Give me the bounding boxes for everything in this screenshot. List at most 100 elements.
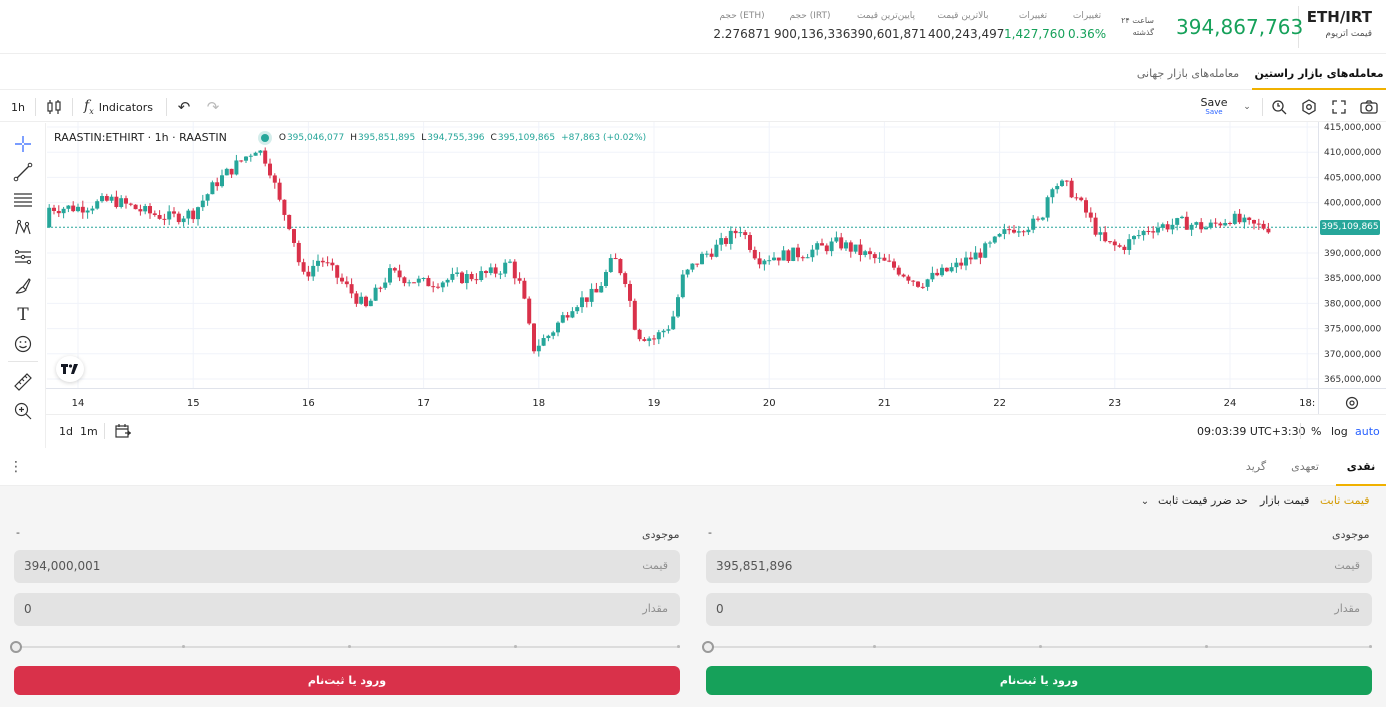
indicators-button[interactable]: fx Indicators [84,97,153,117]
more-options-icon[interactable]: ⋮ [9,459,23,475]
candle-body [1218,223,1223,226]
scale-settings-icon[interactable] [1344,395,1360,411]
candle-body [896,267,901,275]
clock-timezone[interactable]: 09:03:39 UTC+3:30 [1197,425,1306,438]
undo-icon[interactable]: ↶ [177,98,191,116]
tab-raastin-market[interactable]: معامله‌های بازار راستین [1252,56,1386,90]
zoom-in-icon[interactable] [12,401,34,421]
log-scale-button[interactable]: log [1331,425,1348,438]
candle-body [1012,229,1016,233]
candle-body [71,205,76,212]
candle-body [834,237,839,242]
buy-login-button[interactable]: ورود یا ثبت‌نام [706,666,1372,695]
buy-slider-handle[interactable] [702,641,714,653]
camera-icon[interactable] [1359,98,1379,116]
tab-grid[interactable]: گرید [1245,460,1267,473]
pattern-icon[interactable] [12,218,34,238]
candle-body [61,208,66,214]
x-axis[interactable]: 14 15 16 17 18 19 20 21 22 23 24 18: [72,398,1316,409]
last-price: 394,867,763 [1176,15,1304,39]
candle-body [604,272,608,287]
candle-body [440,282,445,288]
candle-body [76,206,80,212]
order-type-market[interactable]: قیمت بازار [1260,494,1310,507]
order-type-stop-limit[interactable]: حد ضرر قیمت ثابت [1158,494,1248,507]
sell-login-button[interactable]: ورود یا ثبت‌نام [14,666,680,695]
candle-body [335,265,340,278]
crosshair-icon[interactable] [12,134,34,154]
stat-value: 390,601,871 [850,27,927,41]
chevron-down-icon[interactable]: ⌄ [1140,495,1150,507]
stat-volume-irt: حجم (IRT) 900,136,336 [774,11,850,41]
candle-body [541,338,546,346]
emoji-icon[interactable] [12,334,34,354]
buy-amount-field[interactable]: 0 مقدار [706,593,1372,626]
sell-slider-handle[interactable] [10,641,22,653]
candle-body [498,273,503,275]
candle-body [1002,229,1007,234]
price-chart[interactable]: 415,000,000 410,000,000 405,000,000 400,000… [0,92,1386,448]
horizontal-lines-icon[interactable] [12,190,34,210]
candle-body [1055,185,1060,190]
trendline-icon[interactable] [12,162,34,182]
pair-info[interactable]: ETH/IRT قیمت اتریوم [1307,8,1372,39]
percent-scale-button[interactable]: % [1311,425,1322,438]
candle-body [1036,218,1040,220]
candle-body [1045,197,1050,218]
candle-body [700,253,704,265]
candle-body [685,269,690,275]
sell-amount-field[interactable]: 0 مقدار [14,593,680,626]
slider-tick [348,645,351,648]
tab-cash[interactable]: نقدی [1336,448,1386,486]
order-type-limit[interactable]: قیمت ثابت [1320,494,1370,507]
prediction-icon[interactable] [12,247,34,267]
chevron-down-icon[interactable]: ⌄ [1243,102,1251,112]
candle-body [191,210,196,220]
candle-body [666,329,671,331]
settings-icon[interactable] [1300,98,1318,116]
ruler-icon[interactable] [12,372,34,392]
auto-scale-button[interactable]: auto [1355,425,1380,438]
redo-icon[interactable]: ↷ [206,98,220,116]
candle-body [1122,246,1127,250]
legend-close: 395,109,865 [497,132,556,143]
y-tick-label: 410,000,000 [1324,148,1382,158]
stat-label: تغییرات [1072,11,1102,21]
candle-body [109,196,114,201]
candle-body [1093,217,1098,235]
stats-period-line1: ۲۴ ساعت [1121,16,1154,25]
candle-body [450,273,455,280]
stat-volume-eth: حجم (ETH) 2.276871 [712,11,772,41]
legend-symbol[interactable]: RAASTIN:ETHIRT · 1h · RAASTIN [54,131,227,144]
sell-price-field[interactable]: 394,000,001 قیمت [14,550,680,583]
tradingview-logo-icon[interactable] [56,356,84,382]
stat-value: 400,243,497 [928,27,1005,41]
interval-button[interactable]: 1h [11,101,25,114]
date-range-icon[interactable] [114,422,132,440]
range-1d-button[interactable]: 1d [59,425,73,438]
candle-body [748,235,752,250]
tab-global-market[interactable]: معامله‌های بازار جهانی [1136,67,1240,80]
candle-body [738,232,743,234]
candle-body [359,296,364,304]
toolbar-divider [8,361,38,362]
text-tool-icon[interactable]: T [17,305,29,325]
candle-body [599,286,604,293]
candle-body [589,288,594,302]
toolbar-divider [104,423,105,439]
candle-body [882,257,887,261]
legend-c-label: C [490,132,497,143]
fullscreen-icon[interactable] [1330,98,1348,116]
buy-price-field[interactable]: 395,851,896 قیمت [706,550,1372,583]
save-button[interactable]: Save Save [1196,96,1232,116]
candle-type-icon[interactable] [45,98,63,116]
tab-margin[interactable]: تعهدی [1291,460,1319,473]
range-1m-button[interactable]: 1m [80,425,98,438]
candle-body [527,298,532,324]
order-tabs: نقدی تعهدی گرید ⋮ [0,448,1386,486]
quick-search-icon[interactable] [1270,98,1288,116]
y-axis[interactable]: 415,000,000 410,000,000 405,000,000 400,000… [1324,123,1382,385]
legend-high: 395,851,895 [358,132,416,143]
x-tick-label: 17 [417,398,430,409]
brush-icon[interactable] [12,276,34,296]
